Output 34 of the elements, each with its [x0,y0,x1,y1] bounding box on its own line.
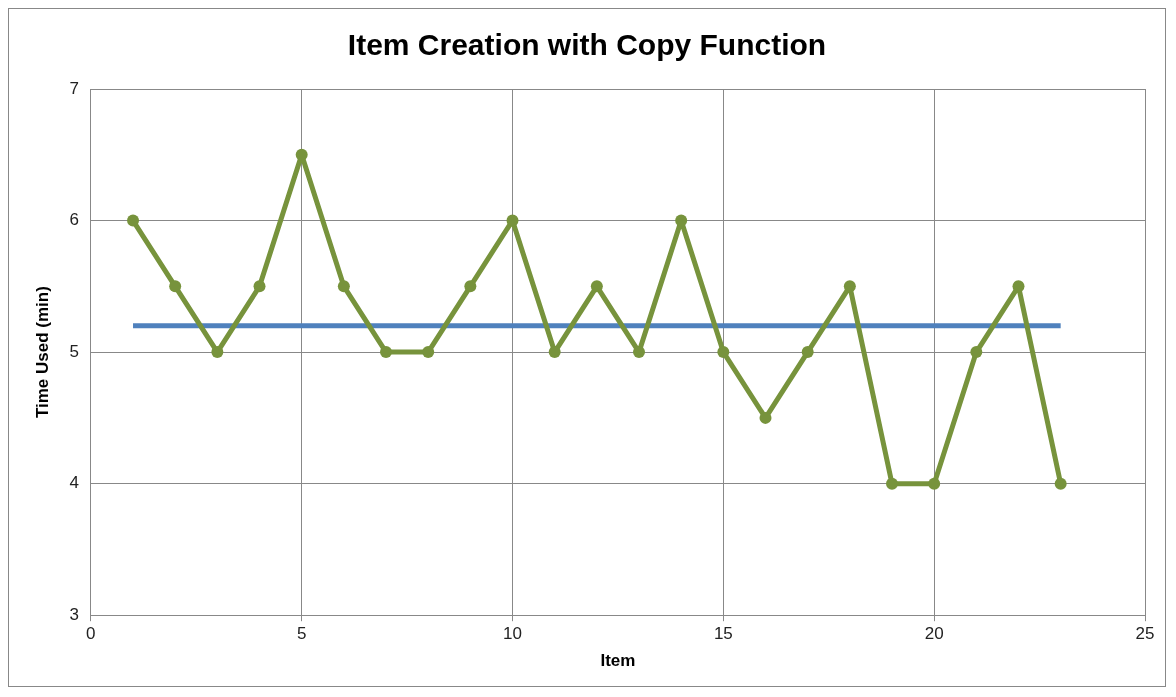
point [1054,477,1067,490]
point [801,346,814,359]
point [717,346,730,359]
x-tick-label: 10 [503,624,522,644]
x-tick-label: 25 [1135,624,1155,644]
point [253,280,266,293]
point [886,477,899,490]
x-tick-label: 5 [296,624,307,644]
point [422,346,435,359]
point [928,477,941,490]
y-tick-label: 4 [69,473,79,493]
point [295,148,308,161]
point [970,346,983,359]
point [759,411,772,424]
point [548,346,561,359]
point [337,280,350,293]
y-tick-label: 6 [69,210,79,230]
y-tick-label: 5 [69,341,79,361]
y-axis-title: Time Used (min) [32,286,52,419]
x-tick-label: 20 [924,624,944,644]
x-tick-label: 15 [713,624,733,644]
point [633,346,646,359]
point [169,280,182,293]
chart-title: Item Creation with Copy Function [347,28,827,62]
point [211,346,224,359]
point [506,214,519,227]
y-tick-label: 3 [69,604,79,624]
y-tick-label: 7 [69,78,79,98]
point [127,214,140,227]
point [380,346,393,359]
x-tick-label: 0 [86,624,96,644]
point [590,280,603,293]
x-axis-title: Item [600,651,636,671]
point [464,280,477,293]
